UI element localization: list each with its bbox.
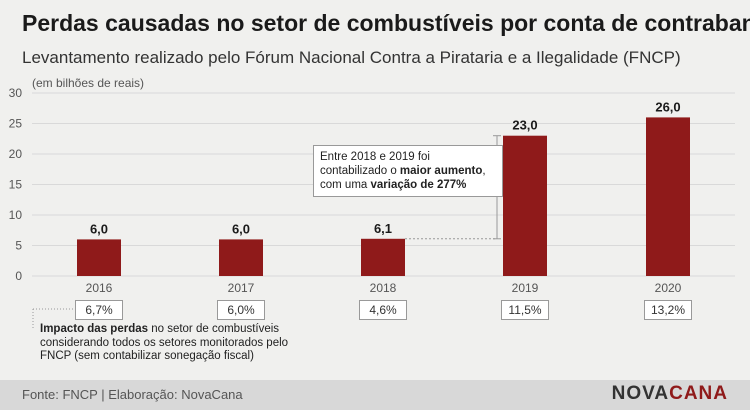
logo-part1: NOVA (611, 383, 670, 404)
y-tick-label: 25 (9, 117, 23, 131)
callout-line2-prefix: contabilizado o (320, 165, 400, 177)
impact-percentage-2020: 13,2% (644, 300, 692, 320)
bar-2017 (219, 239, 263, 276)
bar-2016 (77, 239, 121, 276)
callout-line1: Entre 2018 e 2019 foi (320, 151, 430, 163)
bars (77, 117, 690, 277)
y-tick-label: 5 (15, 239, 22, 253)
novacana-logo: NOVACANA (612, 383, 728, 405)
x-axis-ticks: 2016 2017 2018 2019 2020 (86, 281, 682, 295)
value-label: 6,1 (374, 221, 392, 236)
callout-line3-prefix: com uma (320, 179, 371, 191)
y-tick-label: 10 (9, 208, 23, 222)
y-tick-label: 20 (9, 147, 23, 161)
chart-title: Perdas causadas no setor de combustíveis… (22, 10, 750, 36)
y-tick-label: 30 (9, 86, 23, 100)
x-tick-label: 2017 (228, 281, 255, 295)
impact-percentage-2018: 4,6% (359, 300, 407, 320)
callout-line2-bold: maior aumento (399, 165, 483, 177)
footer: Fonte: FNCP | Elaboração: NovaCana NOVAC… (0, 380, 750, 410)
value-label: 6,0 (90, 221, 108, 236)
impact-note-bold: Impacto das perdas (40, 323, 149, 335)
impact-note-text: no setor de combustíveis considerando to… (40, 323, 289, 362)
logo-part2: CANA (669, 383, 728, 404)
x-tick-label: 2016 (86, 281, 113, 295)
bar-2019 (503, 135, 547, 276)
value-labels: 6,0 6,0 6,1 23,0 26,0 (90, 99, 681, 236)
x-tick-label: 2020 (655, 281, 682, 295)
footer-source: Fonte: FNCP | Elaboração: NovaCana (22, 387, 243, 402)
value-label: 26,0 (655, 99, 680, 114)
bar-2020 (646, 117, 690, 277)
impact-percentage-2017: 6,0% (217, 300, 265, 320)
impact-percentage-2016: 6,7% (75, 300, 123, 320)
increase-callout: Entre 2018 e 2019 foi contabilizado o ma… (313, 145, 503, 197)
x-tick-label: 2018 (370, 281, 397, 295)
impact-note: Impacto das perdas no setor de combustív… (40, 323, 320, 364)
chart-subtitle: Levantamento realizado pelo Fórum Nacion… (22, 48, 681, 67)
y-tick-label: 15 (9, 178, 23, 192)
callout-line2-suffix: , (482, 165, 486, 177)
impact-percentage-2019: 11,5% (501, 300, 549, 320)
x-tick-label: 2019 (512, 281, 539, 295)
callout-line3-bold: variação de 277% (370, 179, 467, 191)
unit-label: (em bilhões de reais) (32, 76, 144, 90)
y-tick-label: 0 (15, 269, 22, 283)
bar-2018 (361, 238, 405, 276)
value-label: 23,0 (512, 118, 537, 133)
y-axis-ticks: 0 5 10 15 20 25 30 (9, 86, 23, 283)
value-label: 6,0 (232, 221, 250, 236)
